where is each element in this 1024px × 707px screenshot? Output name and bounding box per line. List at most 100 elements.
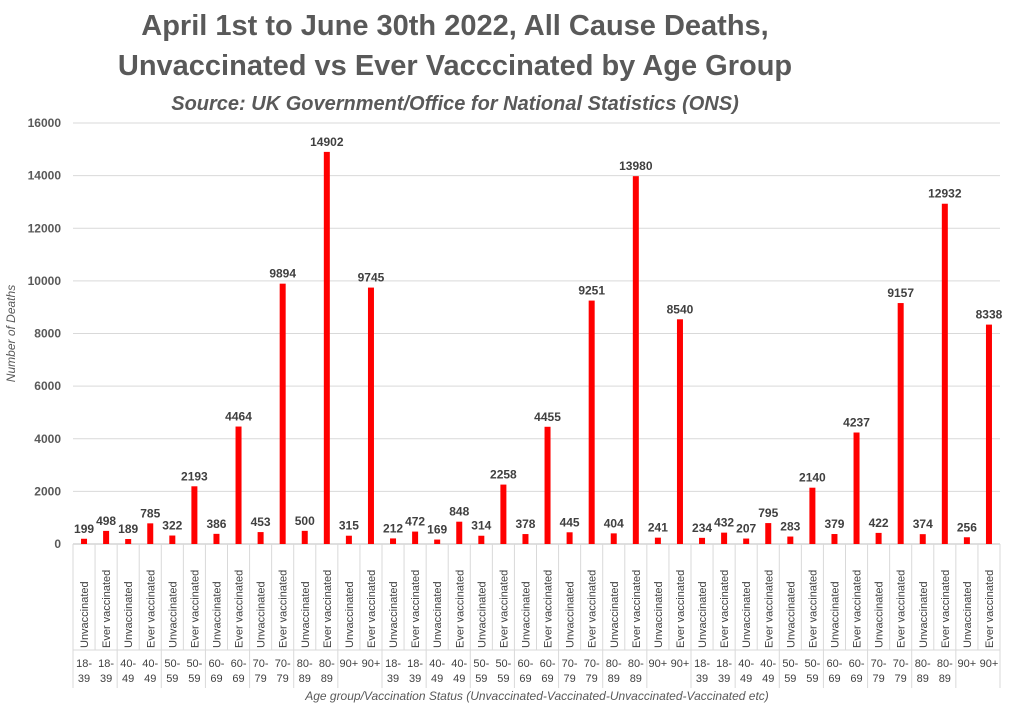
bar xyxy=(831,534,838,544)
category-label: Unvaccinated xyxy=(123,581,135,648)
data-label: 322 xyxy=(162,519,182,533)
category-label: Ever vaccinated xyxy=(101,570,113,648)
chart-title: April 1st to June 30th 2022, All Cause D… xyxy=(141,10,769,42)
age-group-label: 18- xyxy=(76,658,92,670)
age-group-label: 80- xyxy=(297,658,313,670)
data-label: 9157 xyxy=(887,286,914,300)
age-group-label: 79 xyxy=(277,673,289,685)
age-group-label: 69 xyxy=(850,673,862,685)
bar xyxy=(478,535,485,544)
age-group-label: 69 xyxy=(232,673,244,685)
category-label: Ever vaccinated xyxy=(984,570,996,648)
bar xyxy=(588,300,595,544)
data-label: 8540 xyxy=(667,302,694,316)
data-label: 12932 xyxy=(928,187,962,201)
age-group-label: 60- xyxy=(518,658,534,670)
data-label: 432 xyxy=(714,516,734,530)
age-group-label: 49 xyxy=(144,673,156,685)
y-tick-label: 12000 xyxy=(28,221,62,235)
category-label: Unvaccinated xyxy=(918,581,930,648)
age-group-label: 79 xyxy=(872,673,884,685)
age-group-label: 79 xyxy=(895,673,907,685)
age-group-label: 50- xyxy=(495,658,511,670)
data-label: 795 xyxy=(758,506,778,520)
data-label: 189 xyxy=(118,522,138,536)
bar xyxy=(81,538,88,544)
bar xyxy=(610,533,617,544)
data-label: 4237 xyxy=(843,416,870,430)
category-label: Ever vaccinated xyxy=(322,570,334,648)
bar xyxy=(279,283,286,544)
age-group-label: 80- xyxy=(937,658,953,670)
age-group-label: 60- xyxy=(209,658,225,670)
category-label: Unvaccinated xyxy=(167,581,179,648)
bar xyxy=(213,533,220,544)
category-label: Unvaccinated xyxy=(741,581,753,648)
age-group-label: 39 xyxy=(696,673,708,685)
bar xyxy=(676,319,683,544)
age-group-label: 89 xyxy=(321,673,333,685)
age-group-label: 49 xyxy=(740,673,752,685)
data-label: 379 xyxy=(824,517,844,531)
age-group-label: 40- xyxy=(120,658,136,670)
age-group-label: 89 xyxy=(299,673,311,685)
bar xyxy=(191,486,198,544)
bar xyxy=(809,487,816,544)
category-label: Unvaccinated xyxy=(388,581,400,648)
x-axis-title: Age group/Vaccination Status (Unvaccinat… xyxy=(304,689,769,703)
category-label: Ever vaccinated xyxy=(807,570,819,648)
bar xyxy=(566,532,573,544)
data-label: 241 xyxy=(648,521,668,535)
age-group-label: 69 xyxy=(210,673,222,685)
category-label: Unvaccinated xyxy=(653,581,665,648)
category-label: Ever vaccinated xyxy=(278,570,290,648)
age-group-label: 39 xyxy=(718,673,730,685)
age-group-label: 18- xyxy=(694,658,710,670)
age-group-label: 40- xyxy=(142,658,158,670)
category-label: Ever vaccinated xyxy=(366,570,378,648)
category-label: Ever vaccinated xyxy=(852,570,864,648)
data-label: 169 xyxy=(427,523,447,537)
data-label: 848 xyxy=(449,505,469,519)
age-group-label: 89 xyxy=(608,673,620,685)
y-tick-label: 4000 xyxy=(34,432,61,446)
y-tick-label: 0 xyxy=(54,537,61,551)
category-label: Ever vaccinated xyxy=(675,570,687,648)
age-group-label: 18- xyxy=(716,658,732,670)
category-label: Ever vaccinated xyxy=(498,570,510,648)
data-label: 4464 xyxy=(225,410,252,424)
category-label: Ever vaccinated xyxy=(631,570,643,648)
bar xyxy=(787,536,794,544)
data-label: 500 xyxy=(295,514,315,528)
age-group-label: 70- xyxy=(275,658,291,670)
category-label: Ever vaccinated xyxy=(719,570,731,648)
bar xyxy=(985,324,992,544)
category-label: Unvaccinated xyxy=(565,581,577,648)
y-tick-label: 10000 xyxy=(28,274,62,288)
bar xyxy=(699,537,706,544)
category-label: Unvaccinated xyxy=(300,581,312,648)
bar xyxy=(743,538,750,544)
data-label: 13980 xyxy=(619,159,653,173)
bar xyxy=(345,535,352,544)
age-group-label: 80- xyxy=(628,658,644,670)
bar xyxy=(412,531,419,544)
category-label: Unvaccinated xyxy=(256,581,268,648)
y-axis-title: Number of Deaths xyxy=(4,285,18,382)
bar xyxy=(544,426,551,544)
y-tick-label: 16000 xyxy=(28,116,62,130)
age-group-label: 49 xyxy=(431,673,443,685)
category-label: Unvaccinated xyxy=(874,581,886,648)
age-group-label: 89 xyxy=(630,673,642,685)
age-group-label: 79 xyxy=(254,673,266,685)
age-group-label: 70- xyxy=(871,658,887,670)
bar xyxy=(897,303,904,544)
category-label: Ever vaccinated xyxy=(189,570,201,648)
bar xyxy=(103,530,110,544)
age-group-label: 40- xyxy=(738,658,754,670)
age-group-label: 69 xyxy=(519,673,531,685)
bar xyxy=(434,539,441,544)
data-label: 386 xyxy=(206,517,226,531)
age-group-label: 49 xyxy=(122,673,134,685)
